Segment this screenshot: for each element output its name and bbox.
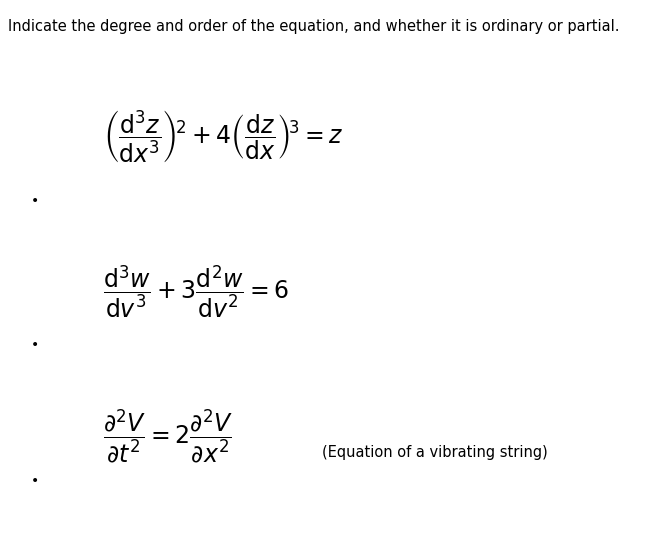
Text: •: •: [32, 194, 39, 208]
Text: $\left(\dfrac{\mathrm{d}^3z}{\mathrm{d}x^3}\right)^{\!2} + 4\left(\dfrac{\mathrm: $\left(\dfrac{\mathrm{d}^3z}{\mathrm{d}x…: [103, 108, 344, 165]
Text: (Equation of a vibrating string): (Equation of a vibrating string): [322, 445, 548, 460]
Text: •: •: [32, 338, 39, 352]
Text: •: •: [32, 475, 39, 488]
Text: $\dfrac{\mathrm{d}^3w}{\mathrm{d}v^3} + 3\dfrac{\mathrm{d}^2w}{\mathrm{d}v^2} = : $\dfrac{\mathrm{d}^3w}{\mathrm{d}v^3} + …: [103, 263, 289, 320]
Text: $\dfrac{\partial^2 V}{\partial t^2} = 2\dfrac{\partial^2 V}{\partial x^2}$: $\dfrac{\partial^2 V}{\partial t^2} = 2\…: [103, 407, 233, 465]
Text: Indicate the degree and order of the equation, and whether it is ordinary or par: Indicate the degree and order of the equ…: [8, 19, 619, 34]
